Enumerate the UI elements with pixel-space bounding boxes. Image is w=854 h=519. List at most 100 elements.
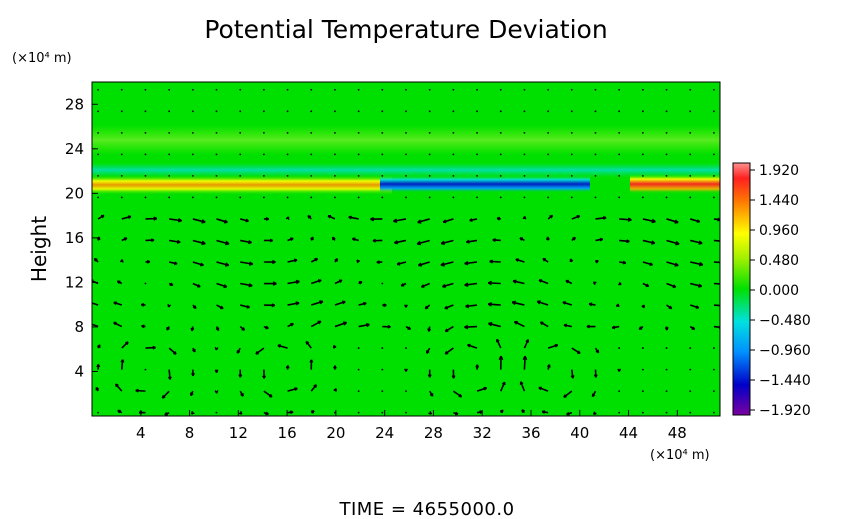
- wind-vector: [523, 174, 526, 177]
- wind-vector: [562, 301, 573, 306]
- wind-vector: [689, 218, 701, 223]
- wind-vector: [334, 131, 336, 134]
- wind-vector: [594, 174, 597, 177]
- y-axis-label: Height: [27, 216, 51, 282]
- wind-vector: [440, 239, 454, 246]
- wind-vector: [135, 388, 146, 393]
- wind-vector: [499, 174, 502, 177]
- wind-vector: [262, 110, 265, 113]
- x-tick-label: 12: [229, 424, 248, 442]
- wind-vector: [190, 326, 195, 332]
- wind-vector: [215, 174, 218, 177]
- wind-vector: [522, 355, 528, 370]
- wind-vector: [666, 261, 679, 267]
- wind-vector: [167, 303, 172, 308]
- wind-vector: [538, 386, 549, 392]
- wind-vector: [95, 386, 100, 392]
- wind-vector: [239, 131, 242, 134]
- wind-vector: [713, 174, 715, 177]
- wind-vector: [192, 282, 201, 288]
- wind-vector: [216, 218, 228, 224]
- wind-vector: [689, 174, 692, 177]
- wind-vector: [641, 347, 644, 349]
- wind-vector: [145, 216, 158, 221]
- colorbar-tick-label: 0.480: [759, 253, 799, 269]
- colorbar-tick-label: 1.440: [759, 193, 799, 209]
- wind-vector: [405, 347, 407, 349]
- wind-vector: [238, 369, 243, 378]
- wind-vector: [689, 368, 692, 371]
- y-tick-label: 8: [74, 318, 84, 336]
- y-tick-label: 16: [65, 229, 84, 247]
- wind-vector: [311, 300, 324, 306]
- wind-vector: [287, 301, 300, 306]
- wind-vector: [405, 153, 407, 156]
- wind-vector: [519, 237, 525, 242]
- wind-vector: [334, 88, 336, 91]
- wind-vector: [690, 282, 703, 288]
- wind-vector: [310, 236, 314, 241]
- wind-vector: [240, 304, 251, 309]
- wind-vector: [428, 110, 431, 113]
- x-axis-ticks: 4 8 12 16 20 24 28 32 36 40 44 48: [136, 410, 687, 442]
- y-tick-label: 24: [65, 140, 84, 158]
- wind-vector: [357, 347, 360, 349]
- wind-vector: [713, 239, 720, 242]
- wind-vector: [713, 131, 715, 134]
- wind-vector: [120, 174, 123, 177]
- wind-vector: [169, 239, 181, 244]
- wind-vector: [496, 338, 502, 349]
- wind-vector-field: [92, 88, 720, 416]
- wind-vector: [310, 196, 313, 199]
- wind-vector: [96, 344, 101, 349]
- wind-vector: [588, 302, 596, 307]
- wind-vector: [120, 131, 123, 134]
- wind-vector: [713, 368, 715, 371]
- wind-vector: [309, 359, 314, 370]
- wind-vector: [141, 324, 146, 329]
- wind-vector: [444, 325, 454, 333]
- wind-vector: [97, 196, 99, 199]
- wind-vector: [144, 368, 147, 371]
- wind-vector: [287, 322, 294, 328]
- wind-vector: [689, 325, 696, 331]
- wind-vector: [442, 218, 454, 224]
- wind-vector: [113, 321, 123, 328]
- wind-vector: [499, 409, 504, 414]
- positive-band-west: [92, 175, 392, 195]
- wind-vector: [563, 390, 573, 398]
- wind-vector: [357, 153, 360, 156]
- wind-vector: [444, 304, 454, 310]
- wind-vector: [215, 196, 218, 199]
- wind-vector: [405, 88, 407, 91]
- negative-band-center: [380, 175, 590, 193]
- wind-vector: [689, 304, 700, 309]
- wind-vector: [570, 196, 573, 199]
- wind-vector: [618, 390, 621, 393]
- wind-vector: [689, 153, 692, 156]
- wind-vector: [464, 282, 478, 287]
- wind-vector: [665, 88, 668, 91]
- wind-vector: [689, 390, 692, 393]
- wind-vector: [595, 237, 604, 242]
- wind-vector: [334, 321, 348, 328]
- wind-vector: [428, 153, 431, 156]
- wind-vector: [713, 304, 720, 307]
- x-tick-label: 32: [473, 424, 492, 442]
- wind-vector: [310, 110, 313, 113]
- wind-vector: [145, 238, 155, 243]
- wind-vector: [307, 214, 312, 220]
- wind-vector: [215, 411, 218, 414]
- colorbar-scale: [732, 162, 751, 416]
- y-axis-ticks: 4 8 12 16 20 24 28: [65, 95, 98, 380]
- wind-vector: [168, 174, 171, 177]
- wind-vector: [334, 279, 343, 285]
- wind-vector: [358, 280, 363, 285]
- wind-vector: [618, 347, 621, 349]
- wind-vector: [97, 153, 99, 156]
- wind-vector: [192, 304, 197, 310]
- wind-vector: [594, 88, 597, 91]
- wind-vector: [214, 347, 219, 351]
- wind-vector: [426, 347, 431, 354]
